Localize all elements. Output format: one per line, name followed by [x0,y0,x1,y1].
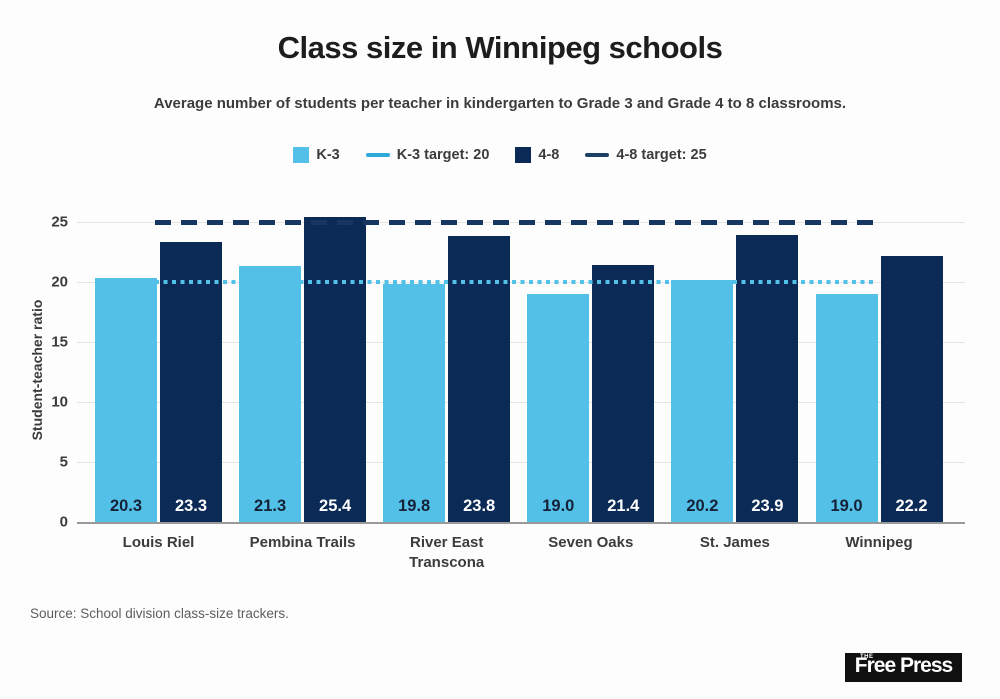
bar-k-3-river-east-transcona: 19.8 [383,284,446,522]
y-tick-label: 5 [59,453,68,471]
bar-k-3-winnipeg: 19.0 [815,294,878,522]
legend-swatch-icon [515,147,532,163]
bar-4-8-louis-riel: 23.3 [160,242,222,522]
bar-value-label: 19.0 [542,497,575,515]
legend-item-4-8-target-25: 4-8 target: 25 [585,147,707,163]
chart-title: Class size in Winnipeg schools [277,30,723,65]
y-tick-label: 10 [51,393,68,411]
bar-k-3-pembina-trails: 21.3 [239,266,302,522]
bar-value-label: 21.3 [254,497,287,515]
bar-value-label: 20.2 [686,497,719,515]
legend-label: 4-8 [538,147,560,163]
bar-value-label: 25.4 [319,497,352,515]
bar-value-label: 19.0 [830,497,863,515]
chart-subtitle: Average number of students per teacher i… [153,95,847,112]
legend-item-4-8: 4-8 [515,147,559,163]
y-tick-label: 25 [51,213,68,231]
free-press-logo: THE Free Press [845,653,962,682]
category-label-pembina-trails: Pembina Trails [249,534,356,551]
category-label-louis-riel: Louis Riel [122,534,195,551]
bar-value-label: 21.4 [607,497,640,515]
target-line-4-8-target-25 [155,219,877,225]
gridline [77,342,965,343]
bar-value-label: 23.8 [463,497,496,515]
bar-k-3-st-james: 20.2 [671,279,734,522]
logo-wordmark: Free Press [854,654,953,677]
y-axis-label: Student-teacher ratio [29,299,45,441]
legend-line-icon [585,153,610,157]
y-tick-label: 20 [51,273,68,291]
category-label-st-james: St. James [699,534,770,551]
bar-4-8-st-james: 23.9 [736,235,799,522]
legend-item-k-3-target-20: K-3 target: 20 [365,147,490,163]
legend-swatch-icon [293,147,310,163]
bar-4-8-winnipeg: 22.2 [880,255,943,522]
x-axis-line [77,522,965,524]
bar-4-8-seven-oaks: 21.4 [592,265,655,522]
target-line-k-3-target-20 [155,280,877,284]
legend-label: K-3 [316,147,340,163]
gridline [77,462,965,463]
gridline [77,402,965,403]
category-label-winnipeg: Winnipeg [845,534,913,551]
legend-label: K-3 target: 20 [396,147,490,163]
bar-4-8-pembina-trails: 25.4 [304,217,367,522]
legend-label: 4-8 target: 25 [616,147,707,163]
category-label-seven-oaks: Seven Oaks [548,534,634,551]
logo-the-text: THE [860,654,874,660]
bar-value-label: 19.8 [398,497,431,515]
category-label-river-east-transcona: River East Transcona [409,534,485,572]
bar-k-3-seven-oaks: 19.0 [527,294,590,522]
bar-value-label: 23.3 [174,497,208,515]
y-tick-label: 15 [51,333,68,351]
y-tick-label: 0 [59,513,68,531]
legend: K-3 K-3 target: 20 4-8 4-8 target: 25 [0,147,1000,163]
bar-value-label: 20.3 [109,497,143,515]
legend-line-icon [365,153,390,157]
bar-value-label: 22.2 [895,497,928,515]
bar-4-8-river-east-transcona: 23.8 [448,236,511,522]
bar-chart: Student-teacher ratio 0 5 10 15 20 25 20.3 23.3… [0,185,1000,605]
bar-k-3-louis-riel: 20.3 [95,278,157,522]
bar-value-label: 23.9 [751,497,784,515]
source-note: Source: School division class-size track… [30,606,289,621]
legend-item-k-3: K-3 [293,147,340,163]
